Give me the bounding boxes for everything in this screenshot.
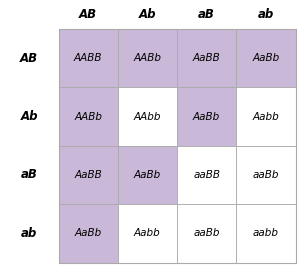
- Text: aaBb: aaBb: [194, 229, 220, 238]
- Bar: [58, 29, 118, 87]
- Text: Ab: Ab: [20, 110, 38, 123]
- Bar: [118, 204, 177, 263]
- Text: AABB: AABB: [74, 53, 102, 63]
- Text: AaBb: AaBb: [252, 53, 280, 63]
- Bar: [177, 146, 236, 204]
- Bar: [236, 29, 296, 87]
- Bar: [177, 29, 236, 87]
- Text: aabb: aabb: [253, 229, 279, 238]
- Text: aaBb: aaBb: [253, 170, 279, 180]
- Bar: [58, 29, 296, 263]
- Bar: [177, 87, 236, 146]
- Text: AABb: AABb: [134, 53, 161, 63]
- Text: AAbb: AAbb: [134, 112, 161, 122]
- Text: AaBB: AaBB: [193, 53, 220, 63]
- Text: AABb: AABb: [74, 112, 102, 122]
- Text: aaBB: aaBB: [193, 170, 220, 180]
- Text: aB: aB: [198, 8, 215, 21]
- Text: aB: aB: [21, 169, 38, 182]
- Bar: [58, 87, 118, 146]
- Bar: [236, 87, 296, 146]
- Text: Aabb: Aabb: [253, 112, 279, 122]
- Bar: [118, 87, 177, 146]
- Bar: [236, 204, 296, 263]
- Text: AaBB: AaBB: [74, 170, 102, 180]
- Bar: [118, 29, 177, 87]
- Bar: [58, 204, 118, 263]
- Text: AaBb: AaBb: [193, 112, 220, 122]
- Bar: [58, 146, 118, 204]
- Text: AaBb: AaBb: [74, 229, 102, 238]
- Text: AB: AB: [20, 52, 38, 65]
- Text: Aabb: Aabb: [134, 229, 161, 238]
- Text: AaBb: AaBb: [134, 170, 161, 180]
- Text: AB: AB: [79, 8, 97, 21]
- Bar: [177, 204, 236, 263]
- Bar: [118, 146, 177, 204]
- Text: ab: ab: [258, 8, 274, 21]
- Bar: [236, 146, 296, 204]
- Text: ab: ab: [21, 227, 38, 240]
- Text: Ab: Ab: [139, 8, 156, 21]
